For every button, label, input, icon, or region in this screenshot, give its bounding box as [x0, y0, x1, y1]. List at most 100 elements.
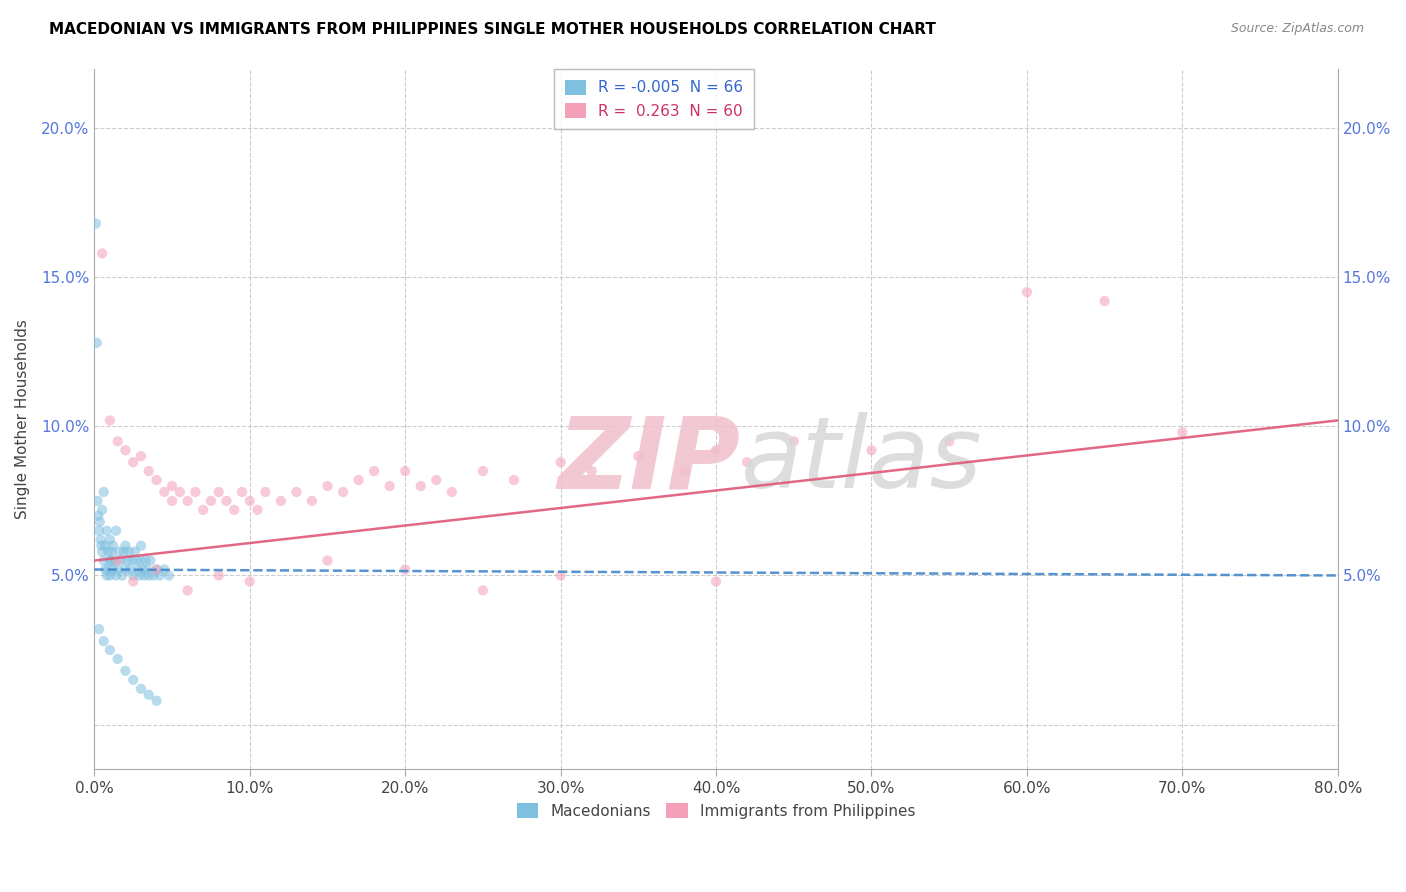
- Point: [121, 553, 143, 567]
- Point: [471, 464, 494, 478]
- Point: [125, 553, 148, 567]
- Point: [1094, 294, 1116, 309]
- Point: [96, 568, 118, 582]
- Point: [122, 673, 145, 687]
- Text: MACEDONIAN VS IMMIGRANTS FROM PHILIPPINES SINGLE MOTHER HOUSEHOLDS CORRELATION C: MACEDONIAN VS IMMIGRANTS FROM PHILIPPINE…: [49, 22, 936, 37]
- Point: [215, 494, 238, 508]
- Point: [111, 568, 134, 582]
- Point: [938, 434, 960, 449]
- Point: [114, 443, 136, 458]
- Point: [129, 449, 152, 463]
- Point: [239, 574, 262, 589]
- Y-axis label: Single Mother Households: Single Mother Households: [15, 319, 30, 519]
- Point: [100, 553, 122, 567]
- Point: [145, 473, 167, 487]
- Point: [704, 443, 727, 458]
- Point: [114, 664, 136, 678]
- Point: [347, 473, 370, 487]
- Point: [87, 524, 110, 538]
- Point: [94, 562, 117, 576]
- Point: [97, 544, 120, 558]
- Point: [108, 544, 131, 558]
- Point: [316, 553, 339, 567]
- Point: [581, 464, 603, 478]
- Point: [860, 443, 883, 458]
- Point: [627, 449, 650, 463]
- Point: [93, 553, 115, 567]
- Point: [87, 508, 110, 523]
- Point: [122, 574, 145, 589]
- Point: [409, 479, 432, 493]
- Point: [100, 544, 122, 558]
- Point: [136, 562, 159, 576]
- Point: [107, 652, 129, 666]
- Point: [246, 503, 269, 517]
- Point: [110, 553, 132, 567]
- Point: [86, 494, 108, 508]
- Point: [86, 335, 108, 350]
- Point: [301, 494, 323, 508]
- Point: [153, 562, 176, 576]
- Point: [115, 553, 138, 567]
- Point: [440, 485, 463, 500]
- Point: [105, 568, 128, 582]
- Legend: Macedonians, Immigrants from Philippines: Macedonians, Immigrants from Philippines: [510, 797, 921, 825]
- Point: [176, 583, 198, 598]
- Point: [503, 473, 526, 487]
- Point: [139, 553, 162, 567]
- Point: [1015, 285, 1038, 300]
- Point: [704, 574, 727, 589]
- Point: [224, 503, 246, 517]
- Point: [98, 643, 121, 657]
- Point: [160, 494, 183, 508]
- Point: [200, 494, 222, 508]
- Point: [1171, 425, 1194, 440]
- Point: [129, 553, 152, 567]
- Point: [91, 544, 114, 558]
- Text: atlas: atlas: [741, 412, 983, 509]
- Point: [783, 434, 806, 449]
- Point: [87, 622, 110, 636]
- Point: [149, 568, 172, 582]
- Point: [673, 464, 696, 478]
- Point: [208, 485, 231, 500]
- Point: [176, 494, 198, 508]
- Point: [735, 455, 758, 469]
- Point: [112, 544, 135, 558]
- Point: [363, 464, 385, 478]
- Point: [122, 455, 145, 469]
- Point: [117, 544, 139, 558]
- Point: [90, 533, 112, 547]
- Point: [93, 485, 115, 500]
- Point: [101, 562, 124, 576]
- Point: [153, 485, 176, 500]
- Point: [98, 553, 121, 567]
- Text: ZIP: ZIP: [558, 412, 741, 509]
- Point: [114, 539, 136, 553]
- Point: [128, 568, 150, 582]
- Point: [114, 562, 136, 576]
- Point: [89, 515, 111, 529]
- Point: [239, 494, 262, 508]
- Point: [84, 217, 107, 231]
- Point: [191, 503, 214, 517]
- Point: [98, 533, 121, 547]
- Point: [145, 562, 167, 576]
- Point: [138, 464, 160, 478]
- Point: [378, 479, 401, 493]
- Point: [270, 494, 292, 508]
- Point: [332, 485, 354, 500]
- Point: [107, 562, 129, 576]
- Point: [127, 562, 149, 576]
- Point: [91, 246, 114, 260]
- Point: [425, 473, 447, 487]
- Point: [94, 539, 117, 553]
- Point: [394, 562, 416, 576]
- Point: [316, 479, 339, 493]
- Point: [97, 562, 120, 576]
- Point: [122, 568, 145, 582]
- Point: [169, 485, 191, 500]
- Point: [394, 464, 416, 478]
- Point: [124, 544, 146, 558]
- Point: [103, 553, 125, 567]
